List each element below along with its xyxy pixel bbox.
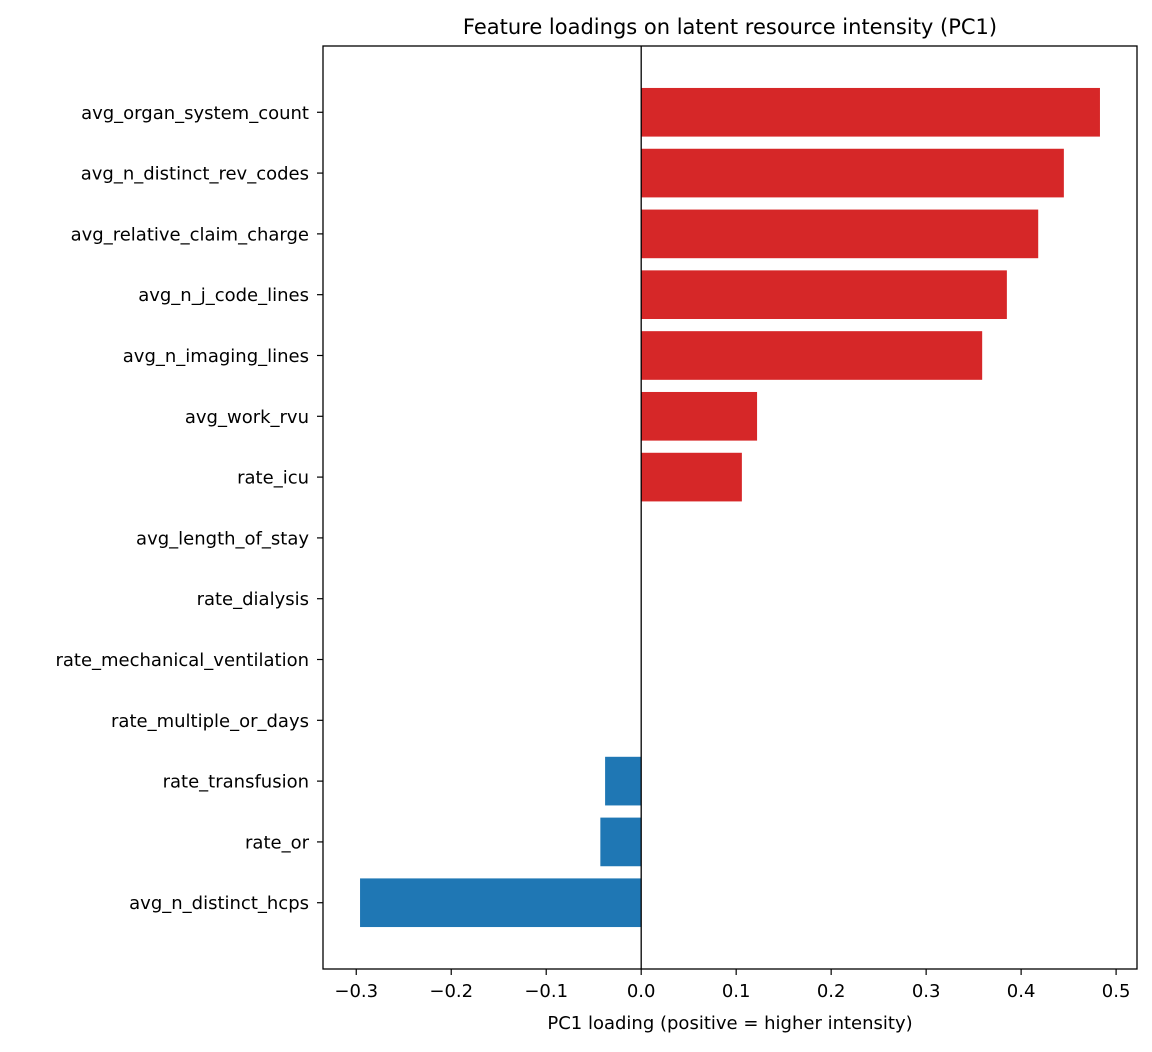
x-tick-label: 0.1	[722, 981, 751, 1002]
bar-rate-icu	[641, 452, 742, 502]
y-tick-label: rate_transfusion	[163, 772, 309, 793]
x-tick-label: 0.2	[817, 981, 846, 1002]
x-tick-label: 0.3	[912, 981, 941, 1002]
y-tick-label: rate_dialysis	[197, 589, 309, 610]
x-tick-label: −0.3	[334, 981, 378, 1002]
x-tick-label: −0.2	[429, 981, 473, 1002]
y-tick-label: avg_n_imaging_lines	[123, 346, 309, 367]
y-tick-label: rate_icu	[237, 468, 309, 489]
bar-rate-transfusion	[605, 756, 642, 806]
y-tick-label: avg_length_of_stay	[136, 528, 309, 549]
bar-avg-work-rvu	[641, 391, 758, 441]
y-tick-label: avg_relative_claim_charge	[71, 224, 309, 245]
x-axis-label: PC1 loading (positive = higher intensity…	[547, 1013, 912, 1034]
bar-rate-or	[600, 817, 642, 867]
y-tick-label: avg_organ_system_count	[81, 103, 309, 124]
y-tick-label: avg_n_distinct_hcps	[129, 893, 309, 914]
y-tick-label: avg_n_distinct_rev_codes	[81, 164, 309, 185]
bar-avg-n-j-code-lines	[641, 270, 1007, 320]
bar-avg-relative-claim-charge	[641, 209, 1039, 259]
bar-avg-n-distinct-hcps	[360, 878, 642, 928]
y-tick-label: rate_mechanical_ventilation	[55, 650, 309, 671]
x-tick-label: 0.5	[1102, 981, 1131, 1002]
x-tick-label: 0.0	[627, 981, 656, 1002]
x-tick-label: 0.4	[1007, 981, 1036, 1002]
y-tick-label: avg_work_rvu	[185, 407, 309, 428]
plot-frame	[322, 45, 1138, 970]
chart-title: Feature loadings on latent resource inte…	[463, 15, 997, 39]
x-tick-label: −0.1	[524, 981, 568, 1002]
y-tick-label: rate_multiple_or_days	[111, 711, 309, 732]
bar-avg-n-distinct-rev-codes	[641, 148, 1064, 198]
y-tick-label: rate_or	[245, 832, 310, 853]
y-tick-label: avg_n_j_code_lines	[138, 285, 309, 306]
bar-avg-organ-system-count	[641, 87, 1100, 137]
bar-avg-n-imaging-lines	[641, 331, 983, 380]
